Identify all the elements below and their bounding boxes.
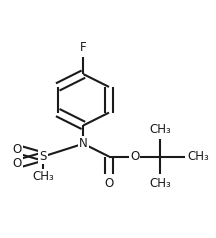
- Text: S: S: [39, 150, 47, 163]
- Text: CH₃: CH₃: [149, 123, 171, 136]
- Text: CH₃: CH₃: [149, 177, 171, 190]
- Text: O: O: [104, 177, 114, 190]
- Text: CH₃: CH₃: [188, 150, 210, 163]
- Text: O: O: [130, 150, 139, 163]
- Text: O: O: [13, 143, 22, 156]
- Text: CH₃: CH₃: [32, 170, 54, 183]
- Text: O: O: [13, 157, 22, 170]
- Text: F: F: [80, 41, 87, 54]
- Text: N: N: [79, 137, 88, 150]
